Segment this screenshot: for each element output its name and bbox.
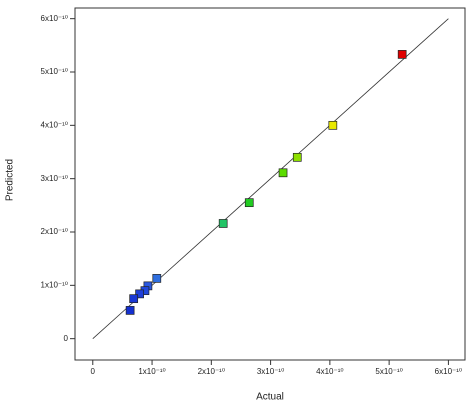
point: [244, 198, 254, 208]
y-tick-label: 3x10⁻¹⁰: [41, 174, 68, 183]
x-tick-label: 4x10⁻¹⁰: [316, 367, 343, 376]
point: [129, 294, 139, 304]
x-tick-label: 6x10⁻¹⁰: [435, 367, 462, 376]
y-tick-label: 6x10⁻¹⁰: [41, 14, 68, 23]
x-tick-label: 2x10⁻¹⁰: [198, 367, 225, 376]
point: [125, 306, 135, 315]
x-tick-label: 0: [91, 367, 96, 376]
y-tick-label: 0: [64, 334, 69, 343]
y-tick-label: 5x10⁻¹⁰: [41, 67, 68, 76]
x-axis-title: Actual: [256, 392, 284, 403]
point: [152, 274, 162, 283]
point: [278, 168, 288, 178]
point: [397, 50, 407, 59]
y-tick-label: 2x10⁻¹⁰: [41, 227, 68, 236]
x-tick-label: 5x10⁻¹⁰: [375, 367, 402, 376]
y-axis-title: Predicted: [5, 159, 16, 201]
y-tick-label: 4x10⁻¹⁰: [41, 120, 68, 129]
point: [292, 152, 302, 162]
y-tick-label: 1x10⁻¹⁰: [41, 280, 68, 289]
point: [135, 289, 144, 299]
plot-frame: [74, 7, 466, 361]
point: [218, 219, 228, 228]
x-tick-label: 1x10⁻¹⁰: [138, 367, 165, 376]
x-tick-label: 3x10⁻¹⁰: [257, 367, 284, 376]
point: [328, 120, 338, 130]
